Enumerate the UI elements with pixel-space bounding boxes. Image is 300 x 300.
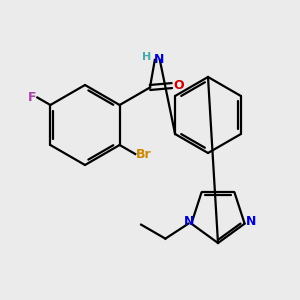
- Text: N: N: [245, 215, 256, 228]
- Text: N: N: [184, 215, 195, 228]
- Text: Br: Br: [135, 148, 151, 160]
- Text: H: H: [142, 52, 152, 62]
- Text: F: F: [28, 91, 37, 104]
- Text: N: N: [154, 53, 164, 66]
- Text: O: O: [174, 79, 184, 92]
